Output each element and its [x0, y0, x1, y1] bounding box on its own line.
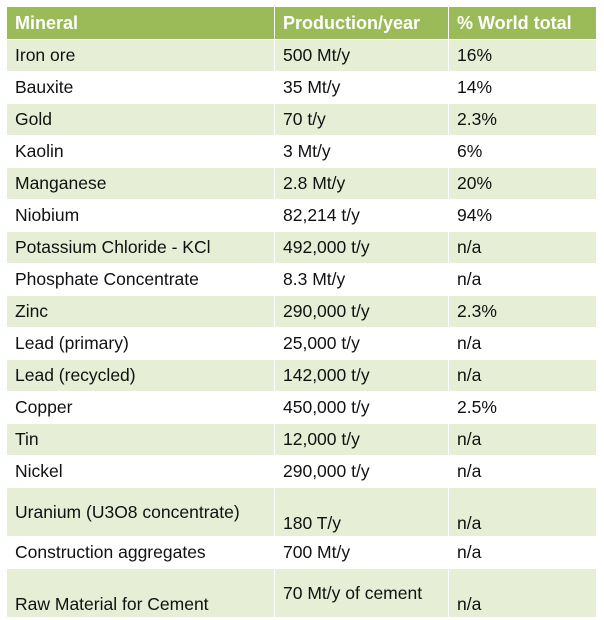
table-row: Construction aggregates 700 Mt/y n/a	[6, 536, 597, 569]
share-cell: 6%	[448, 135, 597, 168]
table-row: Copper 450,000 t/y 2.5%	[6, 391, 597, 424]
share-cell: n/a	[448, 536, 597, 569]
table-row: Nickel 290,000 t/y n/a	[6, 455, 597, 488]
mineral-cell: Lead (recycled)	[6, 359, 275, 392]
share-cell: 14%	[448, 71, 597, 104]
mineral-cell: Kaolin	[6, 135, 275, 168]
mineral-cell: Nickel	[6, 455, 275, 488]
mineral-cell: Gold	[6, 103, 275, 136]
production-cell: 12,000 t/y	[274, 423, 449, 456]
mineral-cell: Tin	[6, 423, 275, 456]
production-cell: 500 Mt/y	[274, 39, 449, 72]
table-row: Phosphate Concentrate 8.3 Mt/y n/a	[6, 263, 597, 296]
share-cell: 94%	[448, 199, 597, 232]
production-cell: 70 t/y	[274, 103, 449, 136]
share-cell: n/a	[448, 423, 597, 456]
production-cell: 70 Mt/y of cement	[274, 568, 449, 618]
production-cell: 35 Mt/y	[274, 71, 449, 104]
production-cell-text: 70 Mt/y of cement	[283, 583, 423, 603]
mineral-cell: Lead (primary)	[6, 327, 275, 360]
share-cell: 16%	[448, 39, 597, 72]
mineral-cell: Niobium	[6, 199, 275, 232]
production-cell: 8.3 Mt/y	[274, 263, 449, 296]
production-cell: 82,214 t/y	[274, 199, 449, 232]
share-cell: 2.3%	[448, 103, 597, 136]
table-row: Raw Material for Cement 70 Mt/y of cemen…	[6, 568, 597, 618]
table-row: Kaolin 3 Mt/y 6%	[6, 135, 597, 168]
mineral-cell: Potassium Chloride - KCl	[6, 231, 275, 264]
minerals-table: Mineral Production/year % World total Ir…	[6, 6, 597, 618]
production-cell: 290,000 t/y	[274, 295, 449, 328]
share-cell: n/a	[448, 263, 597, 296]
mineral-cell: Manganese	[6, 167, 275, 200]
table-row: Lead (primary) 25,000 t/y n/a	[6, 327, 597, 360]
share-cell: 20%	[448, 167, 597, 200]
mineral-cell: Uranium (U3O8 concentrate)	[6, 487, 275, 537]
share-cell: 2.3%	[448, 295, 597, 328]
share-cell: n/a	[448, 359, 597, 392]
share-cell: n/a	[448, 231, 597, 264]
share-cell: n/a	[448, 327, 597, 360]
table-row: Potassium Chloride - KCl 492,000 t/y n/a	[6, 231, 597, 264]
production-cell: 450,000 t/y	[274, 391, 449, 424]
table-row: Manganese 2.8 Mt/y 20%	[6, 167, 597, 200]
share-cell: 2.5%	[448, 391, 597, 424]
column-header-production: Production/year	[274, 6, 449, 40]
share-cell: n/a	[448, 487, 597, 537]
mineral-cell: Raw Material for Cement	[6, 568, 275, 618]
production-cell: 290,000 t/y	[274, 455, 449, 488]
share-cell: n/a	[448, 455, 597, 488]
production-cell: 700 Mt/y	[274, 536, 449, 569]
table-row: Uranium (U3O8 concentrate) 180 T/y n/a	[6, 487, 597, 537]
share-cell: n/a	[448, 568, 597, 618]
table-row: Zinc 290,000 t/y 2.3%	[6, 295, 597, 328]
mineral-cell: Copper	[6, 391, 275, 424]
mineral-cell: Phosphate Concentrate	[6, 263, 275, 296]
table-row: Iron ore 500 Mt/y 16%	[6, 39, 597, 72]
column-header-mineral: Mineral	[6, 6, 275, 40]
mineral-cell: Bauxite	[6, 71, 275, 104]
table-row: Gold 70 t/y 2.3%	[6, 103, 597, 136]
column-header-world-share: % World total	[448, 6, 597, 40]
production-cell: 180 T/y	[274, 487, 449, 537]
production-cell: 492,000 t/y	[274, 231, 449, 264]
mineral-cell: Construction aggregates	[6, 536, 275, 569]
mineral-cell: Iron ore	[6, 39, 275, 72]
mineral-cell-text: Uranium (U3O8 concentrate)	[15, 502, 240, 522]
table-row: Lead (recycled) 142,000 t/y n/a	[6, 359, 597, 392]
table-header-row: Mineral Production/year % World total	[6, 6, 597, 40]
production-cell: 2.8 Mt/y	[274, 167, 449, 200]
mineral-cell: Zinc	[6, 295, 275, 328]
table-row: Tin 12,000 t/y n/a	[6, 423, 597, 456]
table-row: Bauxite 35 Mt/y 14%	[6, 71, 597, 104]
production-cell: 3 Mt/y	[274, 135, 449, 168]
production-cell: 25,000 t/y	[274, 327, 449, 360]
production-cell: 142,000 t/y	[274, 359, 449, 392]
table-row: Niobium 82,214 t/y 94%	[6, 199, 597, 232]
